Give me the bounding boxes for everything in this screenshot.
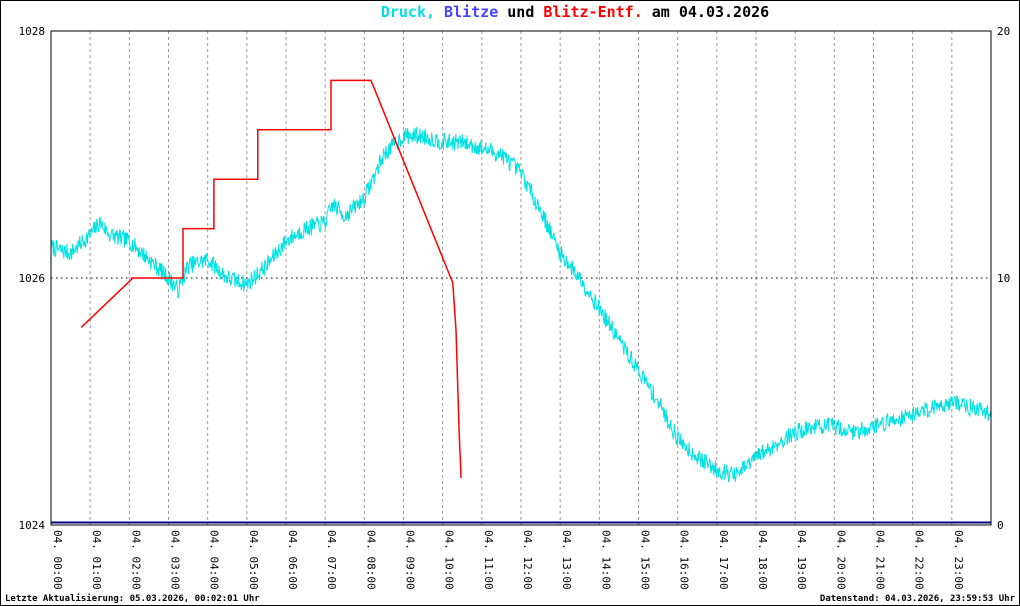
x-tick-label: 04. 13:00 xyxy=(560,530,573,590)
right-tick-label: 10 xyxy=(997,272,1010,285)
left-tick-label: 1026 xyxy=(19,272,46,285)
title-part: Blitz-Entf. xyxy=(543,3,643,21)
right-tick-label: 20 xyxy=(997,25,1010,38)
x-tick-label: 04. 21:00 xyxy=(874,530,887,590)
data-state-text: Datenstand: 04.03.2026, 23:59:53 Uhr xyxy=(819,594,1015,604)
x-tick-label: 04. 07:00 xyxy=(325,530,338,590)
x-tick-label: 04. 15:00 xyxy=(639,530,652,590)
title-part: und xyxy=(498,3,544,21)
x-tick-label: 04. 18:00 xyxy=(756,530,769,590)
x-tick-label: 04. 14:00 xyxy=(599,530,612,590)
x-tick-label: 04. 16:00 xyxy=(678,530,691,590)
x-tick-label: 04. 11:00 xyxy=(482,530,495,590)
plot-border xyxy=(50,30,992,526)
x-tick-label: 04. 08:00 xyxy=(364,530,377,590)
title-part: Druck, xyxy=(380,3,436,21)
x-tick-label: 04. 17:00 xyxy=(717,530,730,590)
right-tick-label: 0 xyxy=(997,519,1004,532)
x-tick-label: 04. 06:00 xyxy=(286,530,299,590)
x-tick-label: 04. 09:00 xyxy=(404,530,417,590)
x-tick-label: 04. 04:00 xyxy=(208,530,221,590)
x-tick-label: 04. 05:00 xyxy=(247,530,260,590)
x-tick-label: 04. 01:00 xyxy=(90,530,103,590)
left-tick-label: 1028 xyxy=(19,25,46,38)
x-tick-label: 04. 03:00 xyxy=(169,530,182,590)
x-tick-label: 04. 19:00 xyxy=(795,530,808,590)
left-tick-label: 1024 xyxy=(19,519,46,532)
chart-title: Druck, Blitze und Blitz-Entf. am 04.03.2… xyxy=(65,3,1019,21)
druck-line xyxy=(50,126,992,483)
title-part: am 04.03.2026 xyxy=(642,3,770,21)
x-tick-label: 04. 22:00 xyxy=(913,530,926,590)
x-tick-label: 04. 00:00 xyxy=(51,530,64,590)
x-tick-label: 04. 23:00 xyxy=(952,530,965,590)
x-tick-label: 04. 02:00 xyxy=(129,530,142,590)
last-update-text: Letzte Aktualisierung: 05.03.2026, 00:02… xyxy=(5,594,260,604)
blitz-entf-line xyxy=(80,79,462,479)
title-part: Blitze xyxy=(435,3,499,21)
x-tick-label: 04. 10:00 xyxy=(443,530,456,590)
x-tick-label: 04. 20:00 xyxy=(834,530,847,590)
x-tick-label: 04. 12:00 xyxy=(521,530,534,590)
